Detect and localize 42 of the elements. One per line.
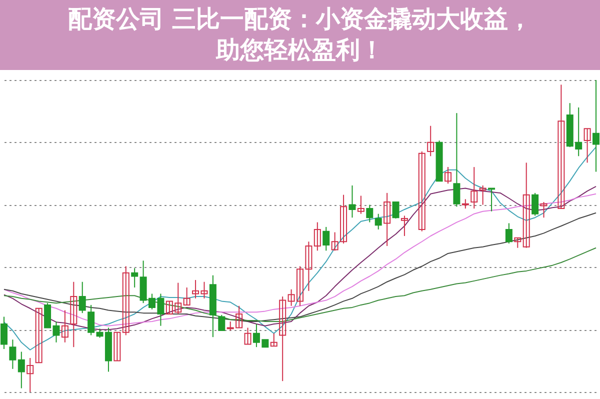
candlestick xyxy=(584,128,591,164)
candlestick xyxy=(384,192,391,246)
candlestick xyxy=(9,339,16,370)
candlestick xyxy=(444,166,452,184)
candlestick xyxy=(522,162,530,248)
candlestick xyxy=(114,332,121,362)
candlestick xyxy=(400,215,408,236)
candlestick xyxy=(392,201,400,220)
candlestick xyxy=(131,268,138,288)
candlestick xyxy=(218,314,226,332)
candlestick xyxy=(532,192,539,216)
candlestick xyxy=(70,281,78,348)
candlestick xyxy=(357,195,364,214)
candlestick xyxy=(514,237,522,248)
candlestick xyxy=(26,357,34,392)
candlestick xyxy=(453,112,460,208)
candlestick xyxy=(78,281,86,314)
chart-title: 配资公司 三比一配资：小资金撬动大收益，助您轻松盈利！ xyxy=(0,0,600,70)
candlestick xyxy=(462,198,469,210)
candlestick xyxy=(592,80,600,172)
candlestick xyxy=(270,332,278,347)
candlestick xyxy=(322,226,330,252)
candlestick xyxy=(244,327,252,345)
candlestick xyxy=(427,125,434,157)
candlestick xyxy=(122,266,130,336)
candlestick xyxy=(348,184,356,218)
candlestick xyxy=(35,308,42,364)
candlestick xyxy=(374,213,382,230)
candlestick xyxy=(314,222,321,252)
candlestick xyxy=(558,84,565,210)
candlestick xyxy=(418,150,426,232)
candlestick xyxy=(61,310,68,343)
candlestick xyxy=(18,351,25,389)
candlestick xyxy=(479,184,486,206)
candlestick xyxy=(279,296,286,382)
candlestick xyxy=(470,166,478,210)
candlestick xyxy=(0,316,8,350)
candlestick xyxy=(88,304,95,336)
candlestick xyxy=(540,201,548,218)
candlestick xyxy=(183,286,190,306)
candlestick xyxy=(505,222,512,244)
candlestick xyxy=(366,204,374,223)
